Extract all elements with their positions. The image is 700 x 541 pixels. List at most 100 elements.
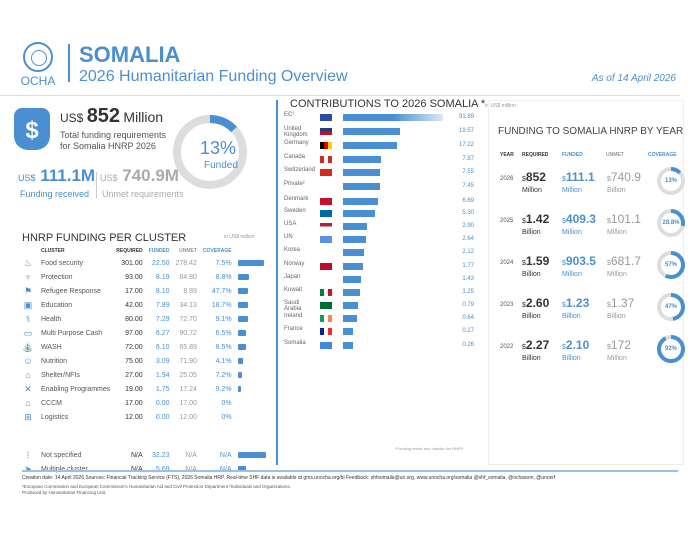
donor-name: Switzerland [284, 167, 316, 173]
year: 2022 [500, 344, 514, 350]
contribution-value: 7.45 [462, 183, 474, 189]
contribution-value: 6.69 [462, 198, 474, 204]
cash-icon: ▭ [23, 327, 33, 338]
year-funded-unit: Million [562, 229, 582, 236]
cluster-name: Enabling Programmes [41, 385, 111, 393]
flag-icon [320, 263, 332, 270]
coverage-percent: 13% [200, 138, 237, 158]
by-year-title: FUNDING TO SOMALIA HNRP BY YEAR [498, 126, 684, 137]
col-cluster: CLUSTER [41, 248, 65, 254]
cluster-required: 72.00 [125, 343, 143, 351]
flag-icon [320, 114, 332, 121]
cluster-coverage: 7.2% [215, 371, 232, 379]
contribution-value: 0.27 [462, 328, 474, 334]
year-required-unit: Billion [522, 229, 541, 236]
cluster-row: ⊞ Logistics 12.00 0.00 12.00 0% [18, 410, 271, 424]
cluster-funded: 22.50 [151, 259, 170, 267]
year-row: 2022 $2.27 Billion $2.10 Billion $172 Mi… [500, 335, 685, 378]
donor-name: France [284, 326, 303, 332]
footer-sources: Creation date: 14 April 2026 Sources: Fi… [22, 475, 556, 481]
year-coverage-donut [657, 293, 685, 321]
donor-name: Ireland [284, 313, 303, 319]
cluster-funded: 32.23 [151, 451, 170, 459]
contribution-bar [343, 302, 358, 309]
contribution-value: 17.22 [458, 142, 474, 148]
cluster-row: ⌂ Shelter/NFIs 27.00 1.94 25.05 7.2% [18, 368, 271, 382]
cluster-name: Not specified [41, 451, 82, 459]
cluster-unmet: N/A [185, 465, 197, 473]
year: 2023 [500, 302, 514, 308]
year-row: 2025 $1.42 Billion $409.3 Million $101.1… [500, 209, 685, 252]
cluster-unmet: 71.90 [179, 357, 197, 365]
cluster-required: 97.00 [125, 329, 143, 337]
cluster-unmet: 17.00 [179, 399, 197, 407]
cluster-name: Protection [41, 273, 73, 281]
year-funded-unit: Billion [562, 313, 581, 320]
cluster-required: 19.00 [125, 385, 143, 393]
year-coverage: 57% [664, 262, 677, 268]
cluster-name: Shelter/NFIs [41, 371, 80, 379]
cluster-funded: 0.00 [155, 413, 170, 421]
year-unmet: $740.9 [607, 170, 641, 184]
flag-icon [320, 236, 332, 243]
cluster-row: ▣ Education 42.00 7.89 34.13 18.7% [18, 298, 271, 312]
contribution-bar [343, 289, 361, 296]
donor-name: Private² [284, 181, 305, 187]
cluster-unmet: 17.24 [179, 385, 197, 393]
cluster-name: CCCM [41, 399, 62, 407]
contribution-row: Kuwait 1.25 [284, 287, 474, 299]
year: 2026 [500, 176, 514, 182]
flag-icon [320, 315, 332, 322]
coverage-label: Funded [204, 160, 238, 171]
ocha-logo: OCHA [14, 42, 62, 89]
cluster-coverage: 9.1% [215, 315, 232, 323]
donor-name: Sweden [284, 208, 306, 214]
year-coverage-donut [657, 167, 685, 195]
cluster-funded: 3.09 [155, 357, 170, 365]
wash-icon: ⛲ [22, 341, 34, 352]
cluster-unit: in US$ million [224, 234, 255, 240]
yh-coverage: COVERAGE [648, 152, 677, 158]
page-title: SOMALIA [79, 42, 181, 67]
year-required: $852 [522, 170, 546, 184]
year-required: $1.42 [522, 212, 550, 226]
yh-year: YEAR [500, 152, 514, 158]
cluster-coverage: N/A [219, 451, 232, 459]
year-unmet: $1.37 [607, 296, 635, 310]
cluster-funded: 0.00 [155, 399, 170, 407]
donor-name: Japan [284, 274, 301, 280]
cluster-funded-bar [237, 372, 242, 378]
money-bag-icon: $ [14, 108, 50, 150]
year: 2024 [500, 260, 514, 266]
cluster-required: 17.00 [125, 287, 143, 295]
year-required: $2.60 [522, 296, 550, 310]
cluster-required: N/A [131, 465, 143, 473]
year-required-unit: Million [522, 187, 542, 194]
contribution-bar [343, 223, 368, 230]
contribution-bar [343, 142, 397, 149]
year-coverage: 92% [664, 346, 677, 352]
cluster-unmet: 12.00 [179, 413, 197, 421]
cluster-unmet: 90.72 [179, 329, 197, 337]
cluster-unmet: 25.05 [179, 371, 197, 379]
flag-icon [320, 198, 332, 205]
enabling-icon: ✕ [24, 383, 32, 394]
year-coverage-donut [657, 335, 685, 363]
flag-icon [320, 169, 332, 176]
nutrition-icon: ☺ [23, 356, 33, 366]
cluster-name: Nutrition [41, 357, 68, 365]
cluster-required: 12.00 [125, 413, 143, 421]
contributions-title: CONTRIBUTIONS TO 2026 SOMALIA *in US$ mi… [290, 98, 516, 110]
unmet-amount: US$ 740.9M [100, 166, 179, 185]
cluster-unmet: 8.89 [183, 287, 197, 295]
donor-name: Canada [284, 154, 306, 160]
year-required: $2.27 [522, 338, 550, 352]
cluster-row: ♨ Food security 301.00 22.50 278.42 7.5% [18, 256, 271, 270]
contribution-bar [343, 169, 380, 176]
cluster-required: 93.00 [125, 273, 143, 281]
contribution-bar [343, 114, 443, 121]
cluster-required: 42.00 [125, 301, 143, 309]
contribution-bar [343, 263, 363, 270]
page-subtitle: 2026 Humanitarian Funding Overview [79, 68, 348, 85]
contribution-row: France 0.27 [284, 326, 474, 338]
